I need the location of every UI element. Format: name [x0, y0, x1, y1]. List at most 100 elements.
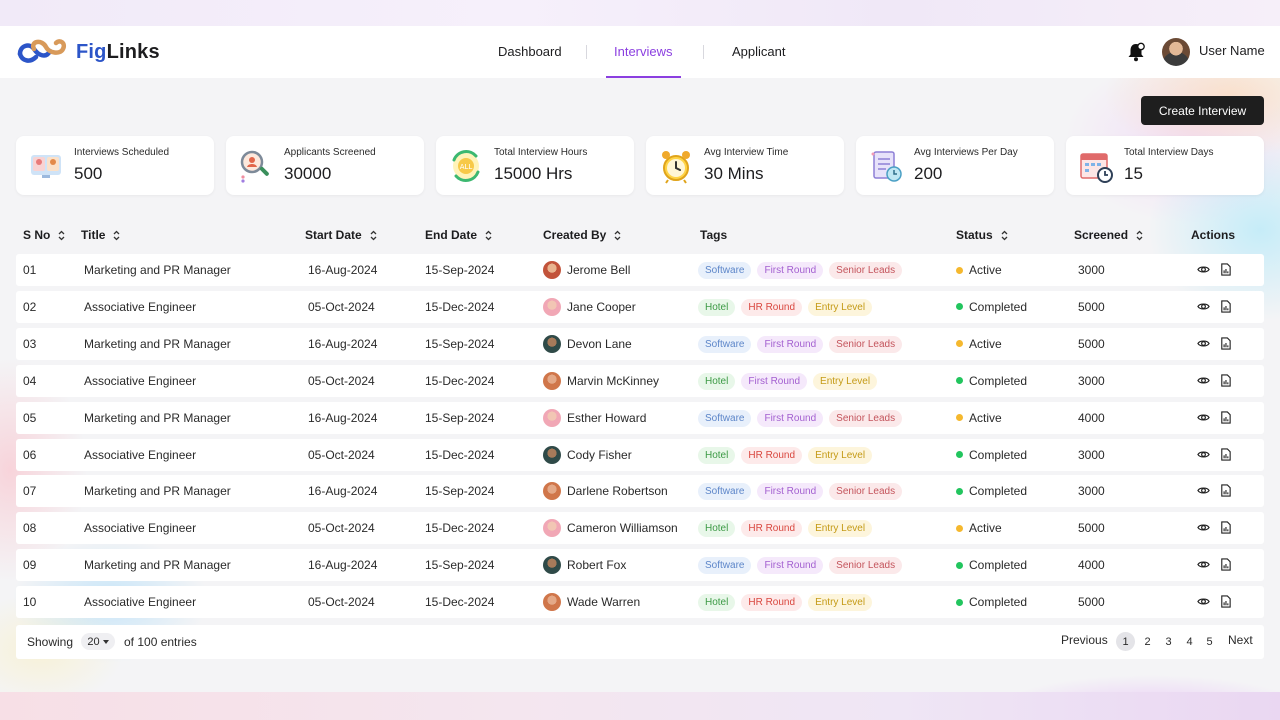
page-3-button[interactable]: 3 — [1165, 635, 1172, 648]
per-page-select[interactable]: 20 — [81, 633, 115, 650]
row-tags: Hotel HR Round Entry Level — [698, 520, 873, 538]
table-row[interactable]: 06 Associative Engineer 05-Oct-2024 15-Dec-… — [16, 438, 1264, 471]
row-status: Active — [956, 337, 1002, 351]
sort-icon[interactable] — [1136, 230, 1143, 241]
row-creator: Jerome Bell — [543, 261, 630, 279]
page-5-button[interactable]: 5 — [1206, 635, 1213, 648]
row-title: Associative Engineer — [84, 521, 197, 536]
report-document-icon[interactable] — [1219, 374, 1232, 387]
status-text: Active — [969, 336, 1002, 351]
sort-icon[interactable] — [58, 230, 65, 241]
row-title: Associative Engineer — [84, 447, 197, 462]
report-document-icon[interactable] — [1219, 521, 1232, 534]
column-header-end-date[interactable]: End Date — [425, 228, 492, 242]
row-title: Associative Engineer — [84, 299, 197, 314]
table-row[interactable]: 10 Associative Engineer 05-Oct-2024 15-Dec-… — [16, 586, 1264, 619]
report-document-icon[interactable] — [1219, 558, 1232, 571]
sort-icon[interactable] — [113, 230, 120, 241]
report-document-icon[interactable] — [1219, 484, 1232, 498]
user-name[interactable]: User Name — [1199, 43, 1265, 58]
view-eye-icon[interactable] — [1197, 521, 1210, 534]
column-header-s-no[interactable]: S No — [23, 228, 65, 242]
row-status: Completed — [956, 595, 1027, 609]
row-sno: 03 — [23, 336, 37, 351]
previous-page-button[interactable]: Previous — [1061, 633, 1108, 647]
page-2-button[interactable]: 2 — [1144, 635, 1151, 648]
table-row[interactable]: 09 Marketing and PR Manager 16-Aug-2024 15-… — [16, 549, 1264, 582]
next-page-button[interactable]: Next — [1228, 633, 1253, 647]
showing-label: Showing — [27, 635, 74, 649]
table-row[interactable]: 05 Marketing and PR Manager 16-Aug-2024 15-… — [16, 401, 1264, 434]
page-4-button[interactable]: 4 — [1186, 635, 1193, 648]
report-document-icon[interactable] — [1219, 337, 1232, 350]
column-header-created-by[interactable]: Created By — [543, 228, 621, 242]
column-header-status[interactable]: Status — [956, 228, 1008, 242]
row-creator: Cameron Williamson — [543, 519, 678, 538]
table-row[interactable]: 08 Associative Engineer 05-Oct-2024 15-Dec-… — [16, 512, 1264, 545]
row-start-date: 05-Oct-2024 — [308, 373, 375, 388]
view-eye-icon[interactable] — [1197, 337, 1210, 350]
row-tags: Hotel HR Round Entry Level — [698, 594, 873, 612]
row-creator: Robert Fox — [543, 556, 626, 575]
creator-name: Esther Howard — [567, 410, 647, 425]
tag-chip: Entry Level — [813, 372, 878, 390]
status-text: Active — [969, 263, 1002, 277]
view-eye-icon[interactable] — [1197, 558, 1210, 571]
creator-avatar — [543, 261, 561, 279]
nav-applicant[interactable]: Applicant — [732, 44, 786, 59]
view-eye-icon[interactable] — [1197, 448, 1210, 461]
column-header-start-date[interactable]: Start Date — [305, 228, 377, 242]
stat-value: 200 — [914, 164, 943, 183]
sort-icon[interactable] — [485, 230, 492, 241]
report-document-icon[interactable] — [1219, 447, 1232, 461]
row-screened: 3000 — [1078, 263, 1105, 277]
view-eye-icon[interactable] — [1197, 411, 1210, 424]
tag-chip: First Round — [757, 483, 824, 501]
row-screened: 5000 — [1078, 299, 1105, 314]
table-row[interactable]: 07 Marketing and PR Manager 16-Aug-2024 15-… — [16, 475, 1264, 508]
sort-icon[interactable] — [614, 230, 621, 241]
table-row[interactable]: 01 Marketing and PR Manager 16-Aug-2024 15-… — [16, 254, 1264, 286]
view-eye-icon[interactable] — [1197, 595, 1210, 608]
notification-bell-icon[interactable] — [1127, 42, 1145, 62]
tag-chip: Entry Level — [808, 520, 873, 538]
tag-chip: Entry Level — [808, 298, 873, 316]
row-sno: 04 — [23, 373, 37, 388]
table-row[interactable]: 04 Associative Engineer 05-Oct-2024 15-Dec-… — [16, 364, 1264, 397]
row-title: Marketing and PR Manager — [84, 336, 231, 351]
nav-interviews[interactable]: Interviews — [606, 26, 681, 78]
row-creator: Marvin McKinney — [543, 371, 660, 390]
row-status: Completed — [956, 484, 1027, 498]
column-header-title[interactable]: Title — [81, 228, 120, 242]
main-nav: Dashboard Interviews Applicant — [0, 26, 1280, 78]
row-creator: Jane Cooper — [543, 297, 636, 316]
nav-divider — [586, 45, 587, 59]
sort-icon[interactable] — [370, 230, 377, 241]
view-eye-icon[interactable] — [1197, 374, 1210, 387]
view-eye-icon[interactable] — [1197, 484, 1210, 497]
stat-value: 30000 — [284, 164, 332, 183]
caret-down-icon — [102, 639, 109, 644]
view-eye-icon[interactable] — [1197, 263, 1210, 276]
report-document-icon[interactable] — [1219, 300, 1232, 313]
status-dot-icon — [956, 303, 963, 311]
sort-icon[interactable] — [1001, 230, 1008, 241]
report-document-icon[interactable] — [1219, 595, 1232, 608]
create-interview-button[interactable]: Create Interview — [1141, 96, 1264, 125]
row-tags: Hotel HR Round Entry Level — [698, 298, 873, 316]
column-header-label: Created By — [543, 228, 607, 242]
table-row[interactable]: 03 Marketing and PR Manager 16-Aug-2024 15-… — [16, 327, 1264, 360]
stat-label: Avg Interviews Per Day — [914, 147, 1018, 158]
view-eye-icon[interactable] — [1197, 300, 1210, 313]
creator-name: Marvin McKinney — [567, 373, 660, 388]
row-screened: 4000 — [1078, 558, 1105, 573]
report-document-icon[interactable] — [1219, 263, 1232, 276]
row-end-date: 15-Sep-2024 — [425, 263, 495, 277]
page-1-button[interactable]: 1 — [1116, 632, 1135, 651]
report-document-icon[interactable] — [1219, 410, 1232, 424]
table-row[interactable]: 02 Associative Engineer 05-Oct-2024 15-Dec-… — [16, 290, 1264, 323]
nav-dashboard[interactable]: Dashboard — [498, 44, 562, 59]
column-header-screened[interactable]: Screened — [1074, 228, 1143, 242]
tag-chip: Entry Level — [808, 446, 873, 464]
user-avatar[interactable] — [1162, 38, 1190, 66]
